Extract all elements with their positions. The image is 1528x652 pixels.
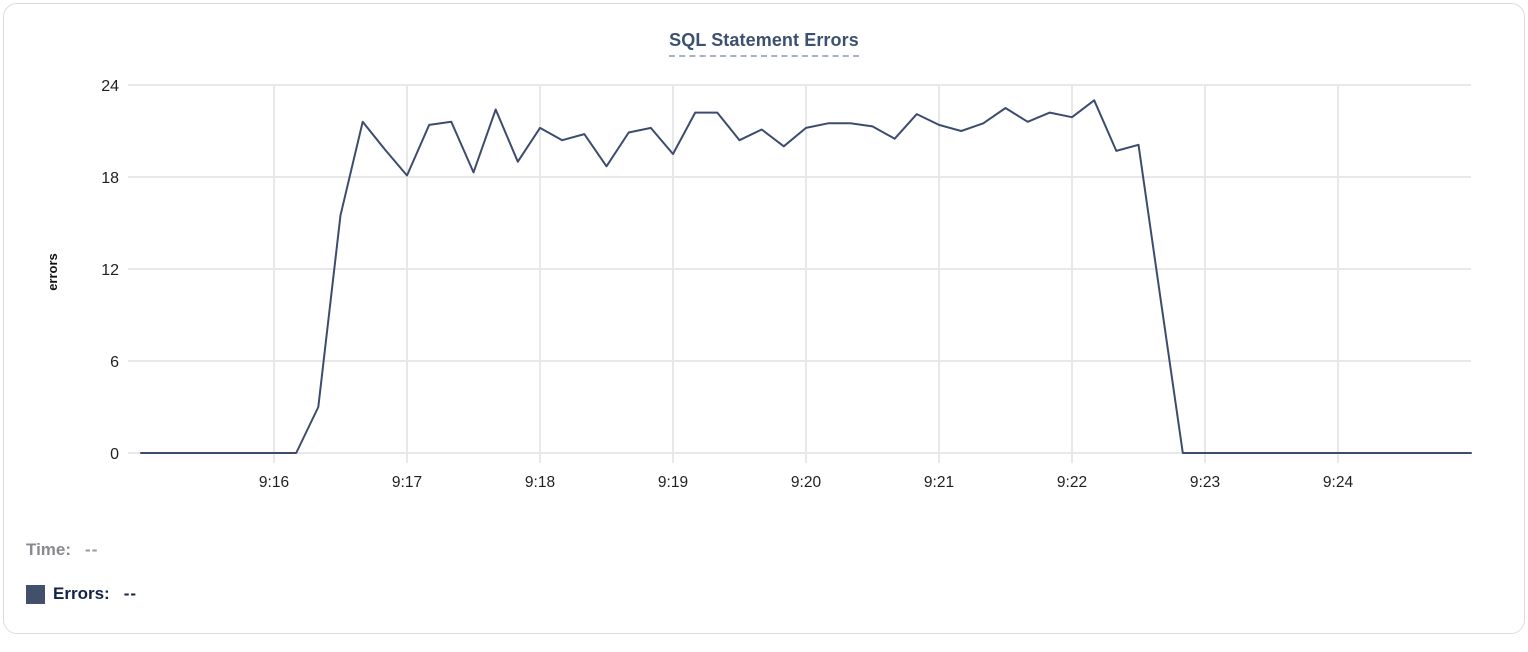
x-tick-label: 9:20	[791, 474, 822, 491]
tooltip-time-row: Time: --	[26, 538, 137, 562]
x-tick-label: 9:24	[1323, 474, 1354, 491]
y-tick-label: 6	[110, 354, 119, 371]
sql-errors-line-chart[interactable]: 0 6 12 18 24 9:16 9:17 9:18 9:19 9:20 9:21 9:22 9:23…	[4, 4, 1526, 514]
y-tick-label: 12	[101, 262, 119, 279]
x-tick-label: 9:19	[658, 474, 688, 491]
x-tick-label: 9:23	[1190, 474, 1220, 491]
errors-series-line	[140, 99, 1472, 454]
chart-title[interactable]: SQL Statement Errors	[669, 30, 859, 57]
y-tick-label: 18	[101, 170, 119, 187]
x-tick-label: 9:18	[525, 474, 555, 491]
x-tick-label: 9:16	[259, 474, 289, 491]
errors-value: --	[123, 584, 138, 603]
x-tick-label: 9:21	[924, 474, 954, 491]
x-tick-label: 9:22	[1057, 474, 1087, 491]
time-label: Time:	[26, 540, 72, 559]
y-tick-label: 24	[101, 78, 119, 95]
chart-header: SQL Statement Errors	[4, 30, 1524, 57]
time-value: --	[85, 540, 99, 559]
legend-item-errors[interactable]: Errors: --	[26, 582, 137, 606]
chart-card: SQL Statement Errors errors 0 6 12 18 24 9:16…	[3, 3, 1525, 634]
y-tick-label: 0	[110, 446, 119, 463]
x-tick-label: 9:17	[392, 474, 422, 491]
errors-series-swatch	[26, 584, 45, 604]
errors-label: Errors:	[53, 584, 110, 603]
chart-legend: Time: -- Errors: --	[26, 538, 137, 626]
